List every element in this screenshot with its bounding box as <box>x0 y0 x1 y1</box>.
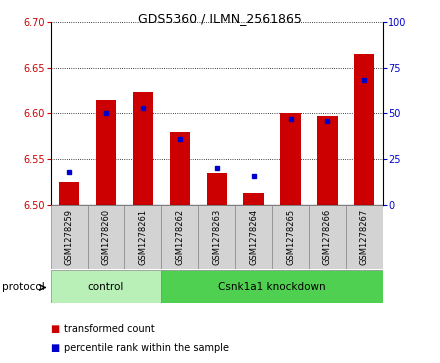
Text: GSM1278265: GSM1278265 <box>286 209 295 265</box>
Bar <box>243 193 264 205</box>
Bar <box>309 205 346 269</box>
Text: GSM1278259: GSM1278259 <box>65 209 73 265</box>
Text: GSM1278264: GSM1278264 <box>249 209 258 265</box>
Text: ■: ■ <box>51 323 60 334</box>
Text: transformed count: transformed count <box>64 323 154 334</box>
Bar <box>51 270 161 303</box>
Bar <box>133 92 153 205</box>
Bar <box>170 132 190 205</box>
Bar <box>317 116 337 205</box>
Text: GSM1278262: GSM1278262 <box>175 209 184 265</box>
Bar <box>125 205 161 269</box>
Text: protocol: protocol <box>2 282 45 293</box>
Text: control: control <box>88 282 124 292</box>
Text: ■: ■ <box>51 343 60 354</box>
Bar <box>51 205 88 269</box>
Bar <box>346 205 383 269</box>
Bar <box>235 205 272 269</box>
Text: GSM1278261: GSM1278261 <box>138 209 147 265</box>
Bar <box>198 205 235 269</box>
Bar <box>280 114 301 205</box>
Bar <box>161 205 198 269</box>
Bar <box>354 54 374 205</box>
Text: GDS5360 / ILMN_2561865: GDS5360 / ILMN_2561865 <box>138 12 302 25</box>
Bar <box>96 100 116 205</box>
Bar <box>206 173 227 205</box>
Bar <box>272 205 309 269</box>
Bar <box>88 205 125 269</box>
Text: GSM1278266: GSM1278266 <box>323 209 332 265</box>
Text: GSM1278267: GSM1278267 <box>360 209 369 265</box>
Text: GSM1278260: GSM1278260 <box>102 209 110 265</box>
Text: GSM1278263: GSM1278263 <box>212 209 221 265</box>
Text: percentile rank within the sample: percentile rank within the sample <box>64 343 229 354</box>
Bar <box>161 270 383 303</box>
Bar <box>59 182 79 205</box>
Text: Csnk1a1 knockdown: Csnk1a1 knockdown <box>218 282 326 292</box>
